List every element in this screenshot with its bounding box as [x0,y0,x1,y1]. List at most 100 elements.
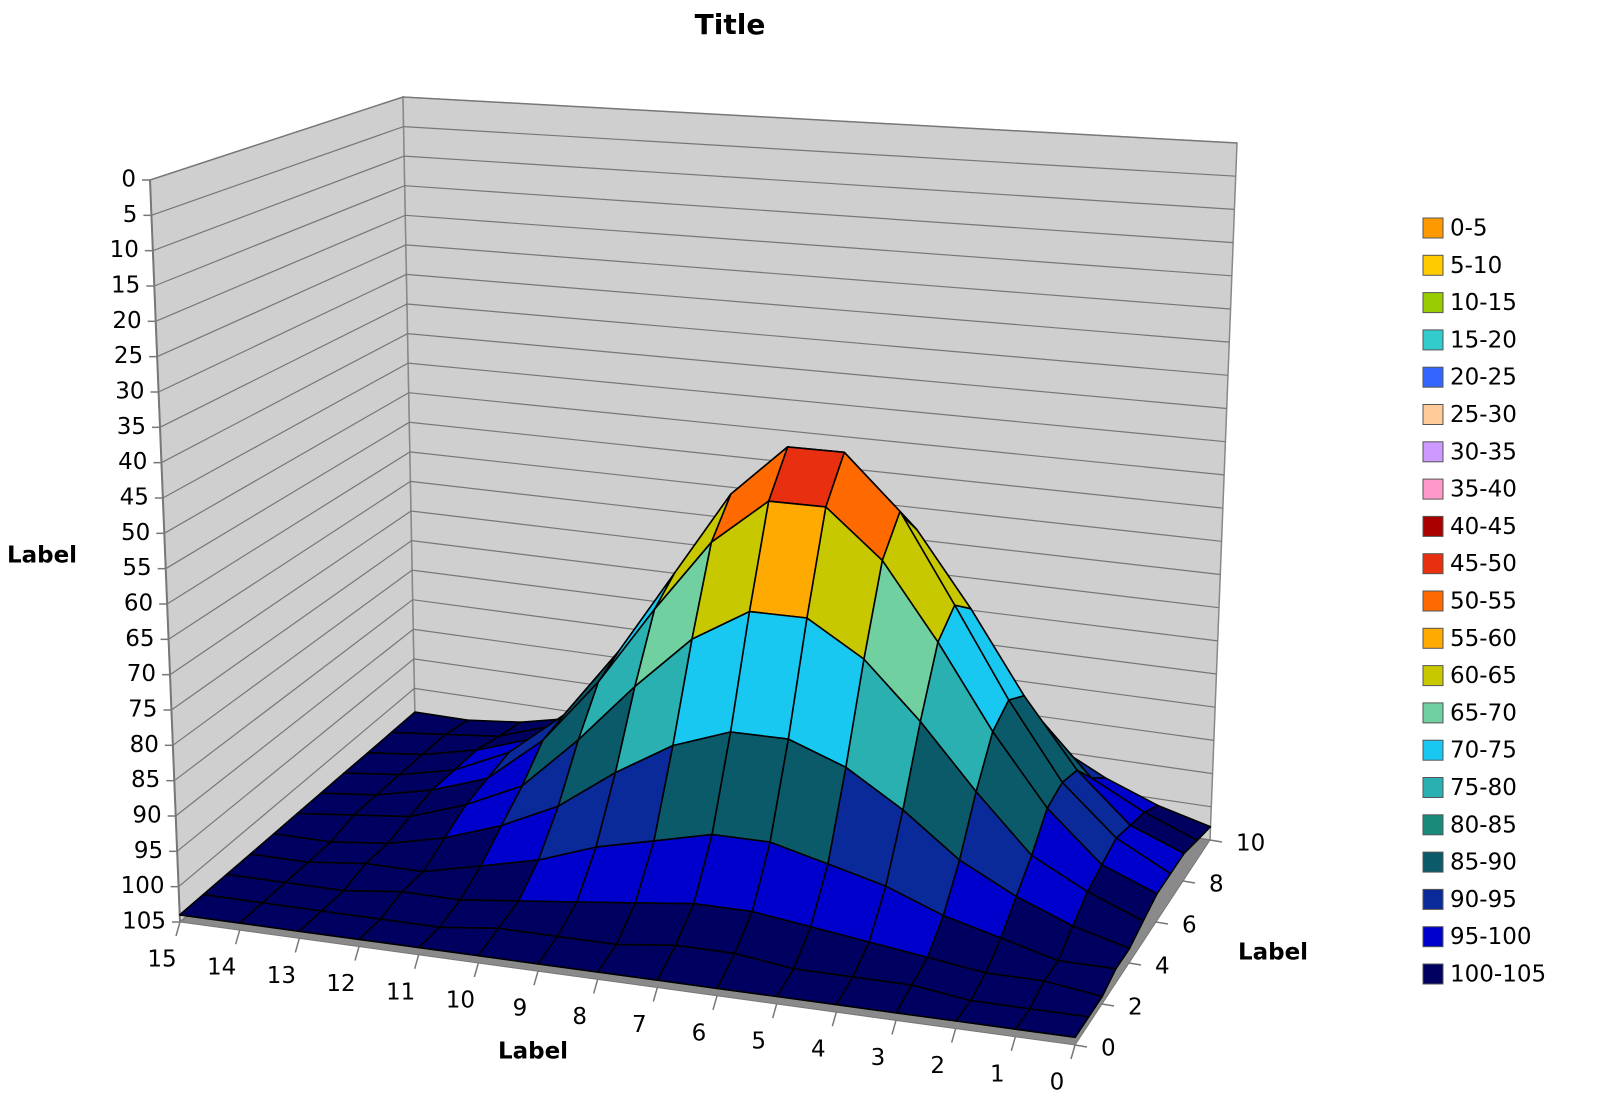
z-tick-label: 65 [125,626,154,652]
legend-swatch [1422,777,1444,798]
grid-line [162,362,1226,499]
legend-label: 5-10 [1450,253,1502,279]
x-tick [652,987,659,1002]
z-axis-label: Label [7,543,77,569]
legend-label: 40-45 [1450,514,1517,540]
legend-label: 50-55 [1450,589,1517,615]
y-tick-label: 8 [1209,872,1224,898]
x-tick-label: 6 [692,1020,707,1046]
grid-line [152,155,1235,252]
x-tick-label: 9 [513,996,528,1022]
z-tick-label: 0 [121,167,136,193]
legend-swatch [1422,441,1444,463]
x-tick-label: 1 [990,1061,1005,1087]
legend-swatch [1422,665,1444,687]
legend-label: 20-25 [1450,365,1517,391]
x-tick-label: 11 [386,979,415,1005]
grid-line [158,273,1230,393]
x-tick [891,1020,897,1035]
legend-swatch [1422,254,1444,276]
x-tick [831,1011,838,1027]
legend-label: 10-15 [1450,290,1517,316]
x-tick [294,938,301,953]
y-axis-label: Label [1238,940,1308,966]
z-axis [149,179,181,923]
legend-swatch [1422,217,1444,239]
z-tick-label: 30 [115,379,144,405]
x-tick-label: 15 [147,947,176,973]
x-axis-label: Label [498,1039,568,1065]
z-tick-label: 25 [114,343,143,369]
x-tick-label: 5 [751,1029,766,1055]
z-tick-label: 95 [134,838,163,864]
x-tick [771,1003,778,1019]
legend-label: 85-90 [1450,850,1517,876]
legend-label: 25-30 [1450,402,1517,428]
legend-swatch [1422,627,1444,649]
grid-line [169,510,1220,676]
x-tick-label: 12 [326,971,355,997]
z-tick-label: 10 [110,237,139,263]
legend-label: 75-80 [1450,775,1517,801]
legend-label: 35-40 [1450,477,1517,503]
grid-line [151,125,1236,216]
grid-line [166,451,1222,605]
z-tick-label: 40 [118,449,147,475]
grid-line [168,480,1221,640]
legend-swatch [1422,366,1444,388]
legend-label: 70-75 [1450,738,1517,764]
grid-line [159,303,1229,428]
z-tick-label: 15 [111,273,140,299]
grid-line [154,185,1234,287]
legend-label: 30-35 [1450,439,1517,465]
legend-swatch [1422,926,1444,948]
y-tick [1182,880,1196,884]
x-tick-label: 14 [207,955,236,981]
z-tick-label: 85 [131,767,160,793]
legend-label: 15-20 [1450,327,1517,353]
legend-swatch [1422,590,1444,612]
y-tick-label: 0 [1101,1036,1116,1062]
y-tick [1155,921,1169,925]
y-tick [1128,962,1142,966]
legend-label: 45-50 [1450,551,1517,577]
x-tick-label: 3 [871,1045,886,1071]
x-tick-label: 2 [930,1053,945,1079]
z-tick-label: 35 [117,414,146,440]
x-tick [354,946,360,961]
y-tick [1101,1003,1115,1007]
x-tick [413,954,420,970]
legend-swatch [1422,515,1444,537]
x-tick [712,995,718,1011]
legend-label: 95-100 [1450,924,1531,950]
legend-swatch [1422,888,1444,910]
grid-line [164,392,1225,534]
y-tick-label: 6 [1182,913,1197,939]
y-tick [1074,1044,1088,1048]
legend-swatch [1422,963,1444,985]
grid-line [149,96,1238,181]
x-tick-label: 8 [572,1004,587,1030]
z-tick-label: 80 [130,732,159,758]
surface-patch [178,893,264,924]
grid-line [161,332,1227,464]
z-tick-label: 70 [127,661,156,687]
x-tick [533,970,539,986]
z-tick-label: 75 [128,697,157,723]
legend-label: 60-65 [1450,663,1517,689]
z-tick-label: 100 [121,873,165,899]
y-tick-label: 10 [1236,831,1265,857]
x-tick-label: 0 [1050,1070,1065,1096]
chart-title: Title [695,8,766,41]
y-tick [1209,839,1223,843]
legend-label: 80-85 [1450,812,1517,838]
z-tick-label: 50 [121,520,150,546]
z-tick-label: 20 [112,308,141,334]
legend-swatch [1422,292,1444,314]
x-tick [950,1028,957,1043]
legend-swatch [1422,702,1444,724]
z-tick-label: 105 [122,909,166,935]
z-tick-label: 90 [132,803,161,829]
y-tick-label: 4 [1155,954,1170,980]
